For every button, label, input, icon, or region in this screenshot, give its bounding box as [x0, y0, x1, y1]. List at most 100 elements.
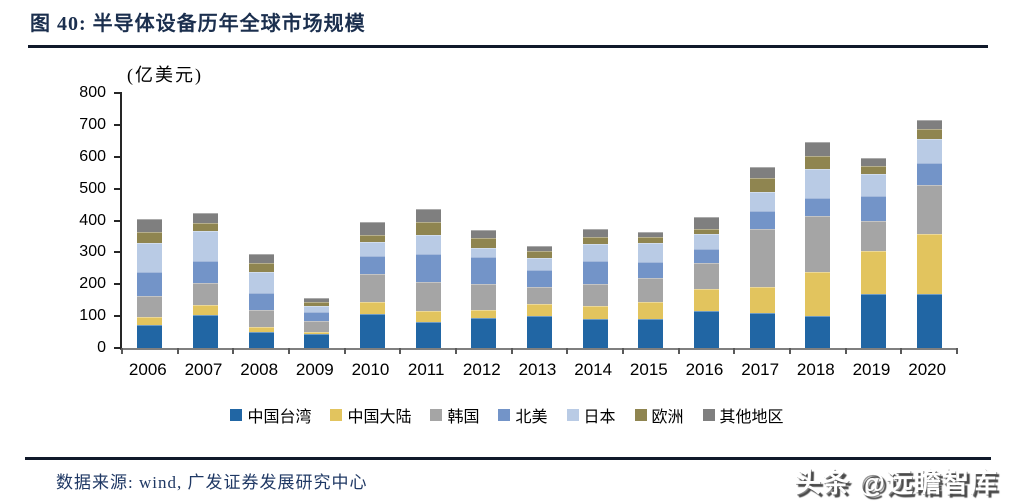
- bar-segment-其他地区: [638, 232, 664, 238]
- legend-item-其他地区: 其他地区: [702, 403, 784, 427]
- x-axis-tick-label: 2014: [574, 360, 613, 379]
- toutiao-watermark: 头条 @远瞻智库: [794, 468, 998, 498]
- bar-segment-欧洲: [415, 221, 441, 235]
- x-axis-tick-label: 2019: [852, 360, 891, 379]
- bar-segment-中国大陆: [304, 332, 330, 335]
- x-axis-tick-label: 2010: [351, 360, 390, 379]
- bar-segment-中国台湾: [527, 316, 552, 348]
- stacked-bar-2008: [248, 254, 274, 348]
- bar-segment-其他地区: [304, 297, 330, 303]
- bar-segment-日本: [861, 174, 886, 196]
- bar-segment-日本: [582, 244, 608, 261]
- bar-segment-韩国: [471, 283, 497, 310]
- bar-segment-北美: [861, 195, 886, 222]
- title-divider-line: [28, 45, 988, 48]
- y-axis-tick-label: 500: [79, 179, 106, 197]
- bar-segment-中国大陆: [694, 289, 719, 311]
- y-axis-tick: [114, 92, 122, 94]
- x-axis-tick-label: 2018: [796, 360, 835, 379]
- bar-segment-韩国: [694, 263, 719, 290]
- bar-segment-中国台湾: [415, 321, 441, 348]
- bar-segment-欧洲: [137, 231, 163, 243]
- bar-segment-欧洲: [527, 250, 552, 259]
- footer-divider-line: [25, 457, 991, 460]
- bar-segment-欧洲: [304, 302, 330, 306]
- x-axis-tick: [455, 348, 457, 354]
- bar-segment-韩国: [582, 284, 608, 306]
- x-axis-tick: [677, 348, 680, 354]
- bar-segment-其他地区: [861, 157, 886, 167]
- bar-segment-其他地区: [193, 212, 218, 224]
- x-axis-tick: [622, 348, 624, 354]
- bar-segment-中国台湾: [638, 318, 664, 348]
- bar-segment-中国台湾: [916, 294, 942, 348]
- x-axis-tick-label: 2006: [128, 360, 167, 379]
- legend-item-欧洲: 欧洲: [634, 403, 684, 427]
- bar-segment-其他地区: [916, 120, 942, 130]
- bar-segment-其他地区: [248, 254, 274, 263]
- legend-label: 北美: [515, 409, 548, 426]
- legend-swatch-icon: [702, 409, 715, 421]
- x-axis-tick: [733, 348, 736, 354]
- bar-segment-中国台湾: [360, 313, 385, 348]
- bar-segment-中国台湾: [749, 312, 775, 348]
- stacked-bar-2006: [137, 218, 163, 348]
- bar-segment-其他地区: [415, 209, 441, 222]
- bar-segment-韩国: [415, 281, 441, 312]
- bar-segment-北美: [749, 210, 775, 230]
- y-axis-tick: [114, 123, 122, 126]
- x-axis-tick-label: 2012: [462, 360, 501, 379]
- bar-segment-其他地区: [582, 229, 608, 237]
- bar-segment-中国大陆: [471, 309, 497, 319]
- x-axis-tick: [399, 348, 402, 354]
- bar-segment-韩国: [248, 309, 274, 328]
- bar-segment-日本: [694, 233, 719, 250]
- legend-item-北美: 北美: [498, 403, 548, 427]
- bar-segment-北美: [304, 312, 330, 321]
- legend-label: 日本: [583, 409, 616, 426]
- y-axis-tick: [114, 315, 122, 318]
- stacked-bar-2009: [304, 297, 330, 348]
- chart-legend: 中国台湾 中国大陆 韩国 北美 日本 欧洲 其他地区: [0, 403, 1014, 427]
- x-axis-tick: [789, 348, 791, 354]
- stacked-bar-2012: [471, 230, 497, 348]
- y-axis-tick-label: 400: [79, 211, 106, 229]
- bar-segment-日本: [360, 241, 385, 256]
- bar-segment-日本: [304, 305, 330, 312]
- stacked-bar-2016: [694, 216, 719, 348]
- bar-segment-欧洲: [471, 238, 497, 249]
- bar-segment-其他地区: [471, 230, 497, 239]
- bar-segment-北美: [415, 253, 441, 282]
- bar-segment-欧洲: [193, 223, 218, 231]
- bar-segment-中国大陆: [415, 311, 441, 322]
- bar-segment-韩国: [193, 282, 218, 305]
- bar-segment-北美: [193, 261, 218, 283]
- bar-segment-欧洲: [638, 237, 664, 244]
- bar-segment-北美: [360, 255, 385, 275]
- bar-segment-中国大陆: [360, 301, 385, 314]
- bar-segment-韩国: [749, 229, 775, 287]
- stacked-bar-2014: [582, 229, 608, 348]
- stacked-bar-2018: [805, 142, 831, 348]
- bar-segment-欧洲: [248, 262, 274, 272]
- legend-label: 中国台湾: [247, 409, 312, 426]
- bar-segment-中国台湾: [805, 316, 831, 348]
- bar-segment-韩国: [805, 216, 831, 273]
- legend-item-韩国: 韩国: [430, 403, 479, 427]
- x-axis-tick: [510, 348, 513, 354]
- legend-swatch-icon: [330, 409, 343, 421]
- x-axis-tick: [288, 348, 290, 354]
- bar-segment-中国大陆: [749, 286, 775, 313]
- bar-segment-中国大陆: [193, 304, 218, 316]
- y-axis-tick: [114, 251, 122, 254]
- bar-segment-北美: [248, 293, 274, 310]
- stacked-bar-2017: [749, 167, 775, 348]
- stacked-bar-2015: [638, 232, 664, 348]
- legend-swatch-icon: [498, 409, 511, 421]
- bar-segment-北美: [694, 249, 719, 264]
- x-axis-tick: [232, 348, 235, 354]
- bar-segment-日本: [638, 243, 664, 262]
- x-axis-tick: [343, 348, 346, 354]
- bar-segment-韩国: [861, 221, 886, 252]
- bar-segment-其他地区: [527, 246, 552, 251]
